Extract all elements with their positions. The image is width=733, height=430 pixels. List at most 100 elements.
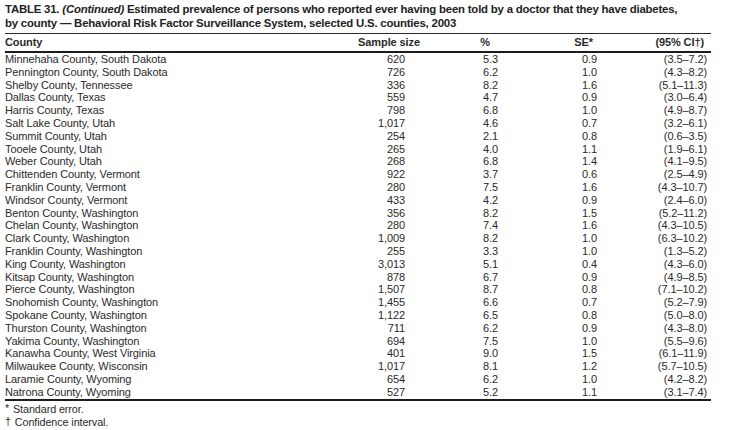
county-cell: Yakima County, Washington <box>5 335 355 348</box>
percent-cell: 6.2 <box>420 66 498 79</box>
county-cell: Milwaukee County, Wisconsin <box>5 360 355 373</box>
table-row: Natrona County, Wyoming5275.21.1(3.1–7.4… <box>5 386 711 400</box>
ci-cell: (4.3–10.7) <box>597 181 711 194</box>
county-cell: Pierce County, Washington <box>5 283 355 296</box>
percent-cell: 7.5 <box>420 335 498 348</box>
se-cell: 0.9 <box>498 322 597 335</box>
table-row: Kitsap County, Washington8786.70.9(4.9–8… <box>5 271 711 284</box>
sample-size-cell: 620 <box>355 52 420 66</box>
ci-cell: (1.9–6.1) <box>597 143 711 156</box>
footnotes: * Standard error. † Confidence interval. <box>5 403 729 429</box>
se-cell: 0.8 <box>498 283 597 296</box>
footnote-text: Standard error. <box>13 403 84 415</box>
percent-cell: 6.2 <box>420 322 498 335</box>
sample-size-cell: 726 <box>355 66 420 79</box>
se-cell: 1.0 <box>498 104 597 117</box>
sample-size-cell: 559 <box>355 91 420 104</box>
percent-cell: 6.2 <box>420 373 498 386</box>
se-cell: 0.8 <box>498 130 597 143</box>
percent-cell: 5.2 <box>420 386 498 400</box>
ci-cell: (4.3–10.5) <box>597 219 711 232</box>
percent-cell: 6.5 <box>420 309 498 322</box>
ci-cell: (0.6–3.5) <box>597 130 711 143</box>
asterisk-marker: * <box>5 402 10 414</box>
se-cell: 1.0 <box>498 245 597 258</box>
sample-size-cell: 694 <box>355 335 420 348</box>
sample-size-cell: 268 <box>355 155 420 168</box>
se-cell: 1.0 <box>498 373 597 386</box>
ci-cell: (7.1–10.2) <box>597 283 711 296</box>
table-row: Shelby County, Tennessee3368.21.6(5.1–11… <box>5 79 711 92</box>
county-cell: Harris County, Texas <box>5 104 355 117</box>
percent-cell: 8.7 <box>420 283 498 296</box>
sample-size-cell: 1,017 <box>355 360 420 373</box>
county-cell: Kanawha County, West Virginia <box>5 347 355 360</box>
se-cell: 0.9 <box>498 271 597 284</box>
table-row: Milwaukee County, Wisconsin1,0178.11.2(5… <box>5 360 711 373</box>
county-cell: Spokane County, Washington <box>5 309 355 322</box>
percent-cell: 8.2 <box>420 79 498 92</box>
table-page: TABLE 31. (Continued) Estimated prevalen… <box>0 0 733 429</box>
table-header: County Sample size % SE* (95% CI†) <box>5 34 711 53</box>
table-row: Snohomish County, Washington1,4556.60.7(… <box>5 296 711 309</box>
percent-cell: 6.8 <box>420 155 498 168</box>
ci-cell: (4.1–9.5) <box>597 155 711 168</box>
table-row: Pennington County, South Dakota7266.21.0… <box>5 66 711 79</box>
county-cell: King County, Washington <box>5 258 355 271</box>
column-header-se: SE* <box>498 34 597 53</box>
se-cell: 0.7 <box>498 117 597 130</box>
percent-cell: 6.6 <box>420 296 498 309</box>
se-cell: 1.4 <box>498 155 597 168</box>
ci-cell: (4.2–8.2) <box>597 373 711 386</box>
ci-cell: (3.0–6.4) <box>597 91 711 104</box>
table-row: Chelan County, Washington2807.41.6(4.3–1… <box>5 219 711 232</box>
se-cell: 1.6 <box>498 219 597 232</box>
sample-size-cell: 1,017 <box>355 117 420 130</box>
prevalence-table: County Sample size % SE* (95% CI†) Minne… <box>5 33 711 401</box>
sample-size-cell: 265 <box>355 143 420 156</box>
se-cell: 1.1 <box>498 143 597 156</box>
county-cell: Clark County, Washington <box>5 232 355 245</box>
ci-cell: (5.2–11.2) <box>597 207 711 220</box>
table-row: Dallas County, Texas5594.70.9(3.0–6.4) <box>5 91 711 104</box>
se-cell: 1.2 <box>498 360 597 373</box>
column-header-sample-size: Sample size <box>355 34 420 53</box>
table-row: Franklin County, Vermont2807.51.6(4.3–10… <box>5 181 711 194</box>
table-row: Salt Lake County, Utah1,0174.60.7(3.2–6.… <box>5 117 711 130</box>
table-row: Chittenden County, Vermont9223.70.6(2.5–… <box>5 168 711 181</box>
ci-cell: (2.5–4.9) <box>597 168 711 181</box>
county-cell: Minnehaha County, South Dakota <box>5 52 355 66</box>
se-cell: 1.0 <box>498 66 597 79</box>
column-header-percent: % <box>420 34 498 53</box>
county-cell: Kitsap County, Washington <box>5 271 355 284</box>
se-cell: 0.4 <box>498 258 597 271</box>
ci-cell: (4.3–8.2) <box>597 66 711 79</box>
se-cell: 0.9 <box>498 194 597 207</box>
percent-cell: 4.7 <box>420 91 498 104</box>
sample-size-cell: 878 <box>355 271 420 284</box>
percent-cell: 8.1 <box>420 360 498 373</box>
percent-cell: 3.7 <box>420 168 498 181</box>
county-cell: Benton County, Washington <box>5 207 355 220</box>
ci-cell: (3.1–7.4) <box>597 386 711 400</box>
sample-size-cell: 3,013 <box>355 258 420 271</box>
county-cell: Franklin County, Vermont <box>5 181 355 194</box>
county-cell: Salt Lake County, Utah <box>5 117 355 130</box>
ci-cell: (5.2–7.9) <box>597 296 711 309</box>
table-row: Weber County, Utah2686.81.4(4.1–9.5) <box>5 155 711 168</box>
county-cell: Franklin County, Washington <box>5 245 355 258</box>
sample-size-cell: 798 <box>355 104 420 117</box>
ci-cell: (6.3–10.2) <box>597 232 711 245</box>
county-cell: Pennington County, South Dakota <box>5 66 355 79</box>
title-text-line1: Estimated prevalence of persons who repo… <box>124 3 677 15</box>
sample-size-cell: 336 <box>355 79 420 92</box>
table-row: Pierce County, Washington1,5078.70.8(7.1… <box>5 283 711 296</box>
ci-cell: (4.3–6.0) <box>597 258 711 271</box>
column-header-ci: (95% CI†) <box>597 34 711 53</box>
table-row: Thurston County, Washington7116.20.9(4.3… <box>5 322 711 335</box>
se-cell: 1.5 <box>498 347 597 360</box>
column-header-county: County <box>5 34 355 53</box>
percent-cell: 3.3 <box>420 245 498 258</box>
county-cell: Dallas County, Texas <box>5 91 355 104</box>
header-row: County Sample size % SE* (95% CI†) <box>5 34 711 53</box>
